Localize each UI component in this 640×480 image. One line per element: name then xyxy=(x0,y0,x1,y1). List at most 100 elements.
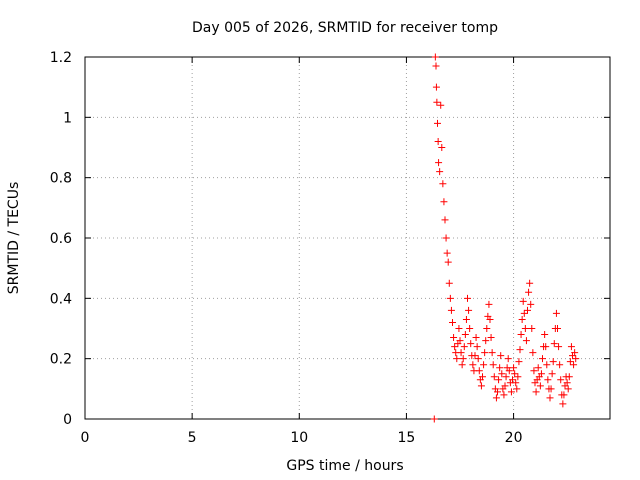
data-point xyxy=(462,315,470,323)
data-point xyxy=(477,382,485,390)
data-point xyxy=(451,343,459,351)
data-point xyxy=(464,294,471,302)
x-tick-label: 15 xyxy=(398,430,416,446)
data-point xyxy=(430,415,438,423)
data-point xyxy=(556,361,564,369)
data-point xyxy=(453,355,461,363)
data-point xyxy=(489,361,497,369)
data-point xyxy=(497,352,505,360)
data-point xyxy=(466,325,474,332)
data-point xyxy=(560,391,568,399)
data-point xyxy=(485,300,493,308)
data-point xyxy=(564,385,572,393)
data-point xyxy=(472,334,480,342)
x-axis-label: GPS time / hours xyxy=(286,458,403,474)
grid xyxy=(85,57,610,419)
data-point xyxy=(444,258,452,266)
data-point xyxy=(521,325,529,332)
data-point xyxy=(500,391,508,399)
data-point xyxy=(436,168,444,176)
data-point xyxy=(433,98,441,106)
y-tick-label: 0 xyxy=(63,412,72,428)
data-point xyxy=(504,355,512,363)
data-point xyxy=(515,358,523,366)
data-point xyxy=(490,373,498,381)
data-point xyxy=(520,309,528,317)
data-point xyxy=(458,361,466,369)
data-point xyxy=(529,349,537,357)
data-point xyxy=(492,394,500,402)
data-point xyxy=(461,331,469,339)
data-point xyxy=(542,343,550,351)
data-point xyxy=(512,379,520,387)
data-point xyxy=(552,309,560,317)
y-tick-label: 1.2 xyxy=(50,50,72,66)
data-point xyxy=(565,373,573,381)
x-tick-label: 0 xyxy=(81,430,90,446)
data-point xyxy=(555,343,563,351)
data-point xyxy=(514,373,522,381)
data-point xyxy=(563,379,571,387)
data-point xyxy=(559,400,567,408)
data-point xyxy=(474,355,482,363)
data-point xyxy=(502,373,510,381)
data-point xyxy=(522,337,530,345)
data-point xyxy=(467,340,475,348)
data-point xyxy=(432,62,440,70)
axis-ticks xyxy=(84,56,610,420)
data-point xyxy=(566,358,574,366)
x-tick-label: 10 xyxy=(290,430,308,446)
data-point xyxy=(435,159,443,167)
data-point xyxy=(445,279,453,287)
data-point xyxy=(482,337,490,345)
data-point xyxy=(549,358,557,366)
data-point xyxy=(532,388,540,396)
data-point xyxy=(536,382,544,390)
data-point xyxy=(570,361,578,369)
data-point xyxy=(526,279,534,287)
data-point xyxy=(528,325,536,332)
data-point xyxy=(537,370,545,378)
data-point xyxy=(479,373,486,381)
data-point xyxy=(488,349,496,357)
data-point xyxy=(544,376,552,384)
data-point xyxy=(480,361,488,369)
y-axis-label: SRMTID / TECUs xyxy=(6,182,22,295)
data-point xyxy=(517,331,525,339)
data-point xyxy=(527,300,535,308)
data-point xyxy=(446,294,454,302)
data-point xyxy=(434,137,442,145)
chart-title: Day 005 of 2026, SRMTID for receiver tom… xyxy=(192,20,498,36)
data-point xyxy=(481,349,489,357)
data-point xyxy=(434,119,441,127)
data-point xyxy=(457,349,465,357)
data-point xyxy=(546,394,554,402)
data-point xyxy=(437,101,445,109)
data-point xyxy=(431,53,439,61)
data-point xyxy=(505,367,513,375)
data-point xyxy=(450,334,458,342)
y-tick-label: 1 xyxy=(63,110,72,126)
data-point xyxy=(441,216,449,224)
x-tick-label: 20 xyxy=(505,430,523,446)
data-point xyxy=(518,315,526,323)
data-point xyxy=(442,234,450,242)
data-point xyxy=(557,376,565,384)
data-point xyxy=(534,364,542,372)
data-point xyxy=(554,325,561,332)
data-point xyxy=(541,331,549,339)
y-tick-label: 0.2 xyxy=(50,352,72,368)
data-point xyxy=(440,198,448,206)
data-point xyxy=(548,370,556,378)
data-point xyxy=(550,340,558,348)
data-point xyxy=(507,388,515,396)
data-point xyxy=(438,144,446,151)
data-point xyxy=(471,352,479,360)
data-point xyxy=(475,367,483,375)
data-points xyxy=(430,53,580,423)
data-point xyxy=(483,325,491,332)
data-point xyxy=(567,343,575,351)
tick-labels: 0 5 10 15 20 0 0.2 0.4 0.6 0.8 1 1.2 xyxy=(50,50,523,446)
